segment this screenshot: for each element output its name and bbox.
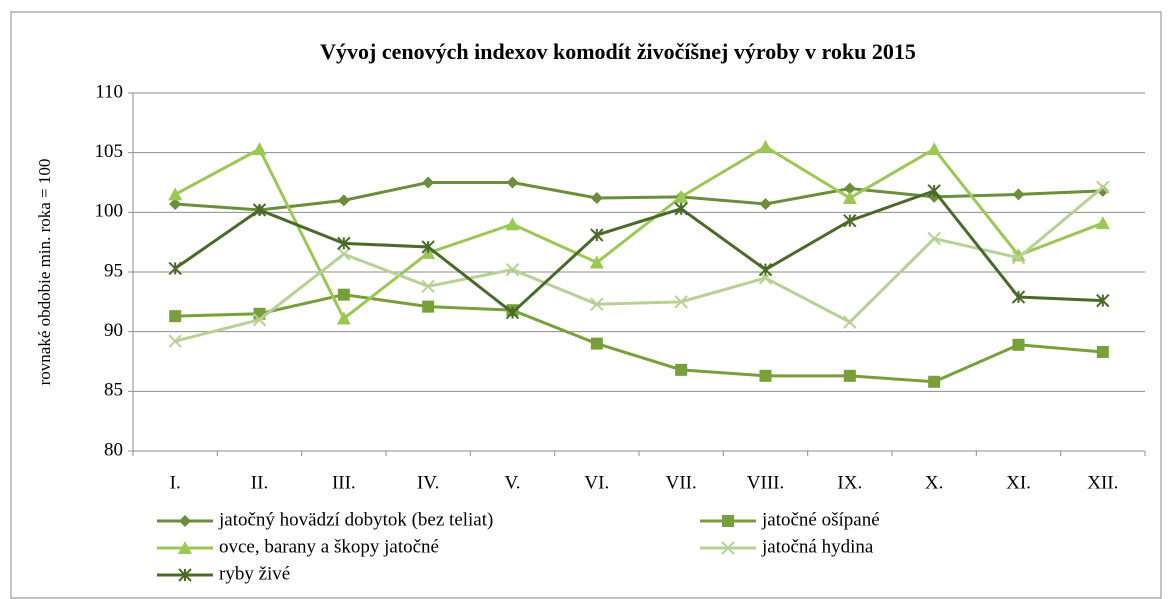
y-tick-label: 100 (95, 201, 124, 222)
marker (421, 279, 435, 294)
marker (843, 315, 857, 329)
marker (843, 213, 857, 228)
x-tick-label: VIII. (747, 472, 784, 493)
legend-marker (721, 541, 735, 555)
y-tick-label: 95 (104, 260, 123, 281)
legend-label: jatočné ošípané (761, 509, 880, 530)
marker (1012, 188, 1025, 201)
series-line (175, 293, 1103, 384)
legend-marker (178, 568, 192, 582)
marker (337, 194, 350, 207)
marker (1011, 290, 1026, 304)
marker (758, 139, 773, 153)
marker (1096, 293, 1110, 308)
y-tick-label: 110 (95, 81, 123, 102)
y-tick-label: 90 (104, 320, 123, 341)
marker (252, 313, 267, 327)
x-tick-label: IV. (417, 472, 439, 493)
chart-frame (10, 11, 1162, 599)
marker (505, 262, 520, 277)
marker (843, 182, 856, 195)
x-tick-label: VI. (584, 472, 609, 493)
marker (843, 369, 856, 382)
marker (590, 192, 603, 205)
marker (759, 197, 772, 210)
series-line (175, 181, 1103, 212)
chart-title: Vývoj cenových indexov komodít živočíšne… (320, 39, 916, 64)
x-tick-label: II. (251, 472, 268, 493)
x-tick-label: V. (504, 472, 520, 493)
legend-label: jatočný hovädzí dobytok (bez teliat) (218, 509, 493, 530)
marker (674, 202, 688, 216)
marker (337, 288, 350, 301)
marker (1095, 216, 1110, 230)
marker (168, 261, 182, 276)
marker (252, 203, 267, 217)
marker (169, 310, 182, 323)
marker (675, 363, 688, 376)
x-tick-label: IX. (837, 472, 862, 493)
marker (1096, 180, 1110, 194)
marker (505, 305, 520, 320)
marker (422, 176, 435, 189)
legend-label: ryby živé (219, 563, 290, 584)
legend-label: ovce, barany a škopy jatočné (219, 536, 439, 557)
series-line (174, 189, 1103, 315)
y-tick-label: 105 (95, 141, 124, 162)
marker (927, 184, 941, 198)
marker (169, 197, 182, 210)
x-tick-label: III. (332, 472, 356, 493)
marker (505, 217, 520, 231)
marker (506, 176, 519, 189)
marker (590, 297, 604, 311)
marker (590, 228, 604, 242)
marker (252, 142, 267, 156)
legend-marker (178, 541, 192, 554)
marker (168, 187, 183, 201)
marker (1012, 338, 1025, 351)
series-line (174, 144, 1104, 321)
marker (337, 236, 351, 251)
marker (421, 240, 435, 254)
marker (927, 231, 941, 246)
marker (337, 247, 351, 261)
marker (759, 369, 772, 382)
marker (758, 262, 773, 277)
marker (1096, 345, 1109, 358)
legend-marker (722, 515, 734, 527)
marker (1011, 250, 1026, 265)
marker (590, 337, 603, 350)
marker (674, 189, 689, 203)
x-tick-label: VII. (666, 472, 697, 493)
x-tick-label: XII. (1087, 472, 1118, 493)
x-tick-label: XI. (1006, 472, 1031, 493)
y-tick-label: 80 (104, 439, 123, 460)
series-line (174, 186, 1104, 343)
marker (168, 334, 182, 348)
marker (589, 255, 604, 269)
marker (928, 375, 941, 388)
x-tick-label: I. (170, 472, 181, 493)
marker (927, 142, 942, 156)
legend-label: jatočná hydina (761, 536, 874, 557)
legend-marker (179, 515, 191, 527)
marker (842, 191, 857, 205)
y-tick-label: 85 (104, 380, 123, 401)
marker (422, 300, 435, 313)
x-tick-label: X. (925, 472, 943, 493)
marker (674, 295, 688, 309)
y-axis-label: rovnaké obdobie min. roka = 100 (35, 159, 54, 386)
marker (336, 311, 351, 325)
